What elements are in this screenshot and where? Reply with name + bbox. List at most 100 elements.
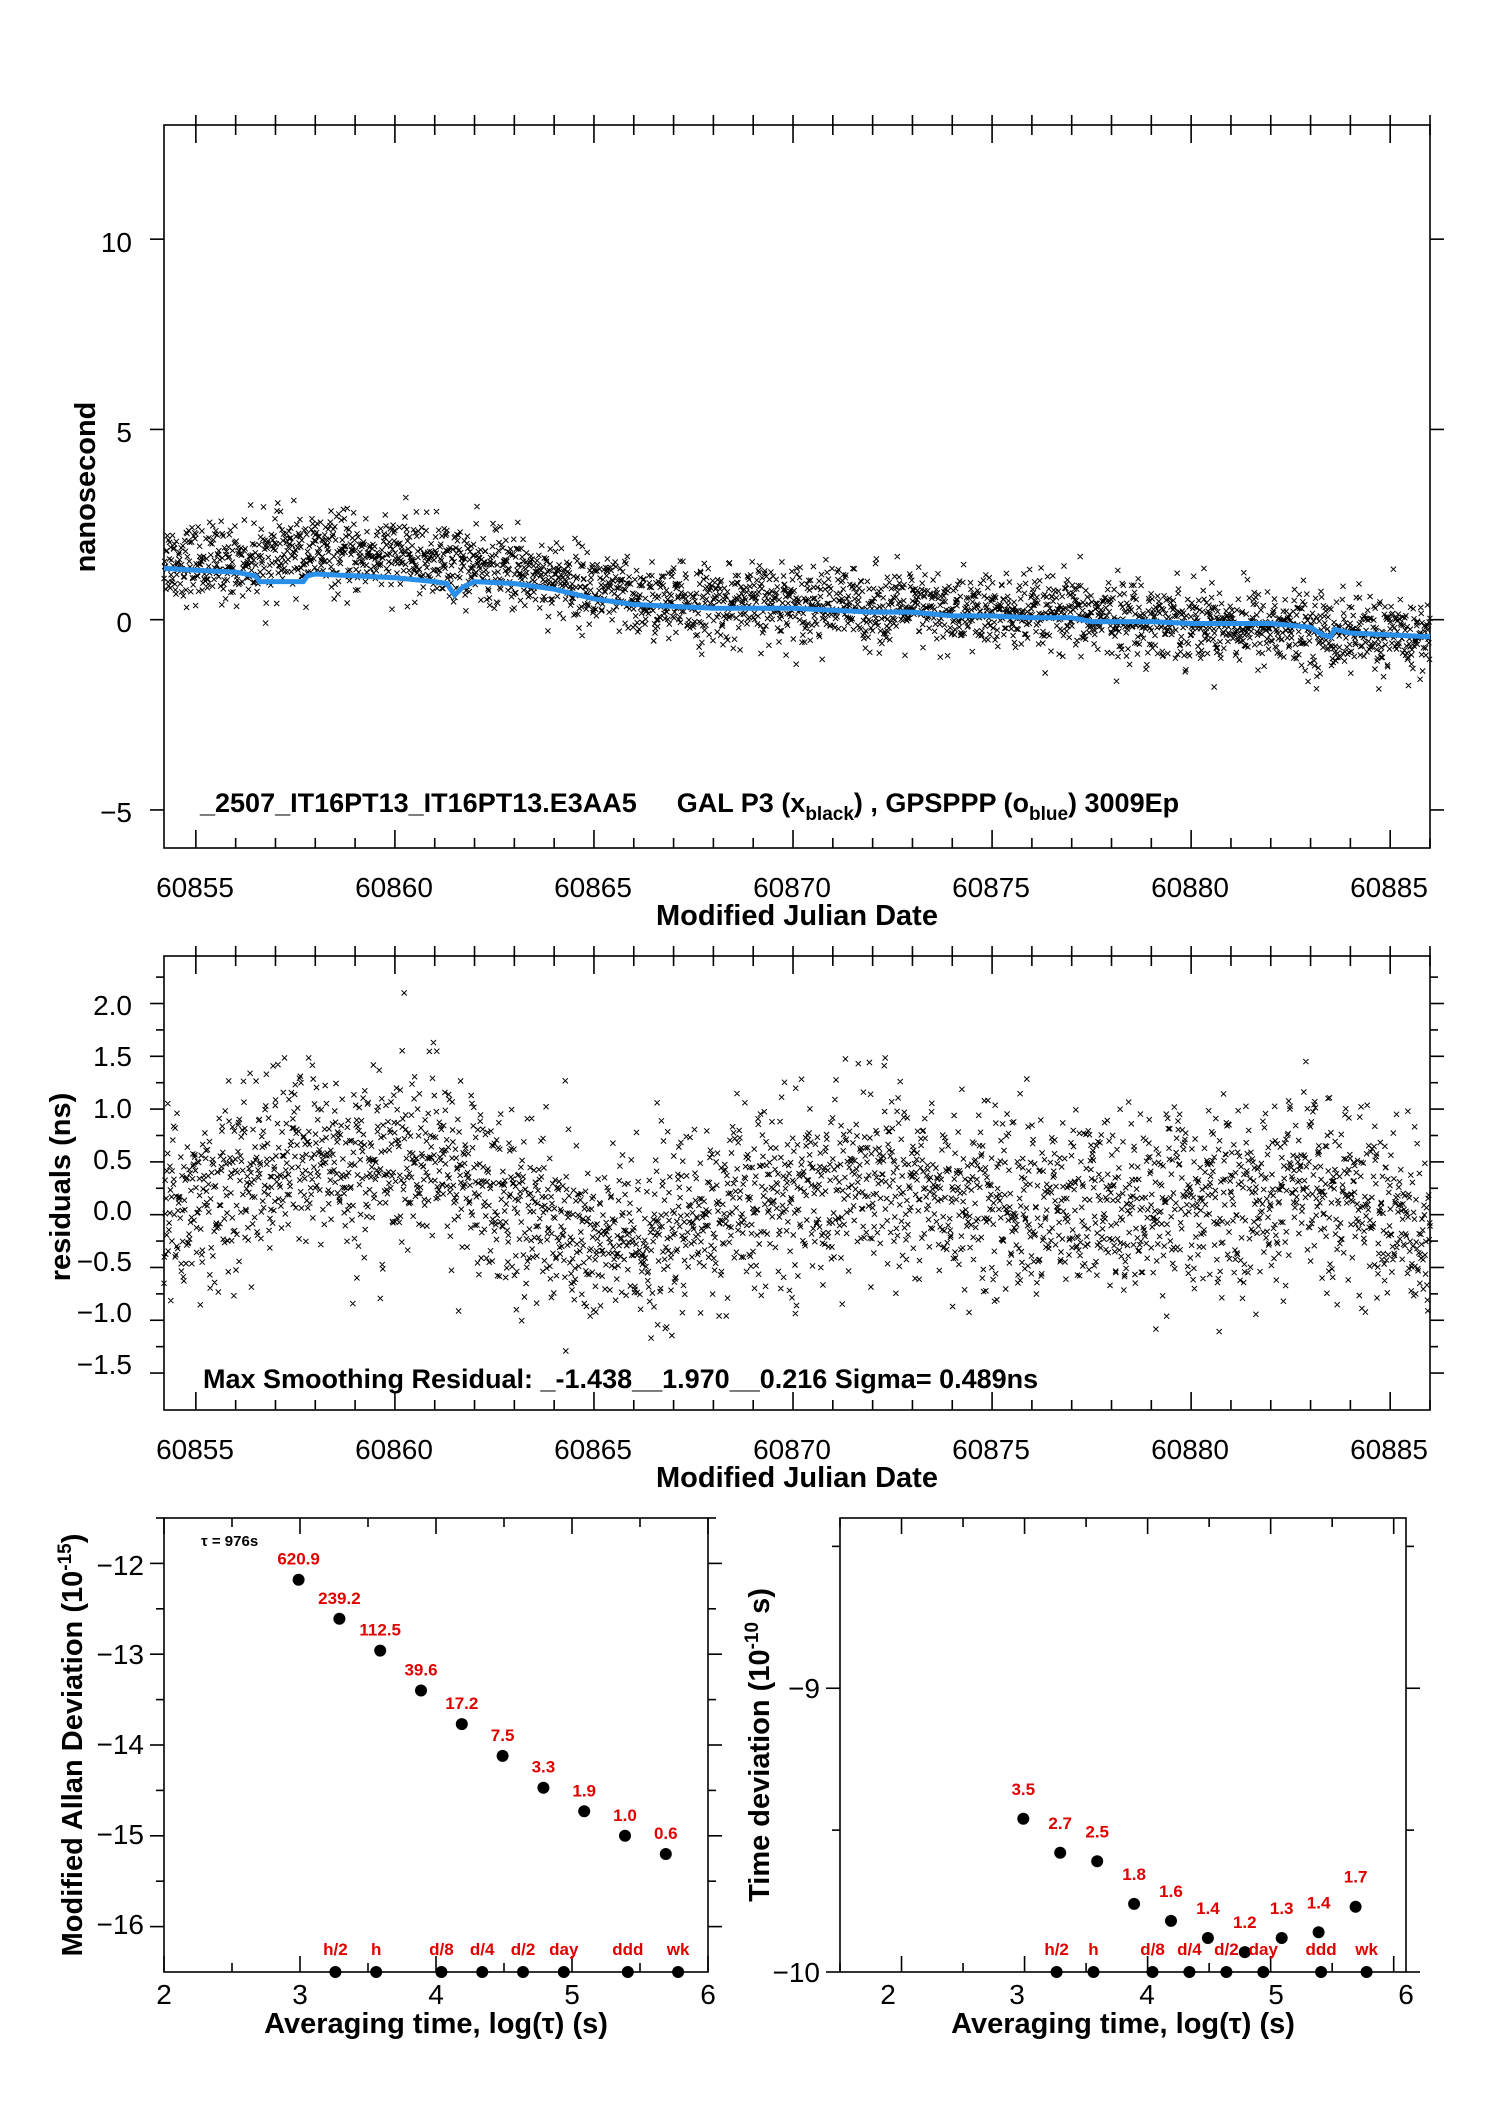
mdev-point-label: 1.0 — [613, 1806, 637, 1825]
residuals-ytick-1.5: 1.5 — [93, 1041, 132, 1072]
tdev-xlabel: Averaging time, log(τ) (s) — [951, 2008, 1295, 2040]
tdev-ylabel-main: Time deviation (10 — [744, 1649, 776, 1902]
phase-annotation-black-sub: black — [805, 804, 854, 825]
residuals-xtick-60880: 60880 — [1151, 1434, 1229, 1465]
tdev-ytick-minus10: −10 — [773, 1957, 821, 1988]
tdev-averaging-marker — [1183, 1966, 1196, 1978]
mdev-point — [619, 1829, 631, 1842]
tdev-ytick-minus9: −9 — [788, 1673, 820, 1704]
residuals-scatter-black — [161, 989, 1433, 1354]
mdev-averaging-marker — [370, 1966, 383, 1978]
tdev-averaging-label: d/2 — [1214, 1940, 1239, 1959]
mdev-xtick-2: 2 — [156, 1979, 172, 2010]
mdev-point-label: 112.5 — [359, 1621, 401, 1640]
tdev-point-label: 3.5 — [1011, 1780, 1035, 1799]
tdev-xtick-6: 6 — [1398, 1979, 1414, 2010]
mdev-point-label: 39.6 — [404, 1661, 437, 1680]
tdev-averaging-marker — [1146, 1966, 1159, 1978]
phase-plot-frame — [163, 124, 1431, 849]
tdev-ylabel-exponent: -10 — [742, 1622, 763, 1649]
tdev-xtick-4: 4 — [1139, 1979, 1155, 2010]
phase-ylabel: nanosecond — [70, 402, 102, 573]
mdev-point — [496, 1749, 509, 1762]
mdev-averaging-label: d/8 — [429, 1940, 454, 1959]
residuals-xlabel: Modified Julian Date — [656, 1462, 938, 1494]
phase-annotation-part1: GAL P3 (x — [677, 788, 806, 818]
tdev-point — [1349, 1900, 1362, 1913]
mdev-point — [415, 1684, 427, 1697]
mdev-averaging-marker — [621, 1966, 634, 1978]
mdev-point-label: 3.3 — [532, 1758, 556, 1777]
mdev-averaging-label: day — [549, 1940, 579, 1959]
phase-ytick-5: 5 — [116, 417, 132, 448]
mdev-ytick-minus14: −14 — [97, 1729, 145, 1760]
tdev-point — [1017, 1812, 1030, 1825]
tdev-point-label: 1.8 — [1122, 1865, 1146, 1884]
mdev-point-label: 620.9 — [277, 1550, 320, 1569]
tdev-points: 3.5 2.7 2.5 1.8 1.6 1.4 1.2 1.3 1.4 1.7 h/2 h d/8 d/4… — [1011, 1780, 1378, 1978]
mdev-point-label: 0.6 — [654, 1824, 678, 1843]
mdev-axis-ticks — [150, 1517, 722, 1972]
tdev-point-label: 1.6 — [1159, 1882, 1183, 1901]
residuals-xtick-60865: 60865 — [554, 1434, 632, 1465]
tdev-point — [1128, 1897, 1141, 1910]
mdev-point-label: 239.2 — [318, 1589, 361, 1608]
tdev-averaging-marker — [1360, 1966, 1373, 1978]
mdev-point-label: 17.2 — [445, 1694, 478, 1713]
mdev-ytick-minus12: −12 — [97, 1550, 145, 1581]
mdev-ytick-minus16: −16 — [97, 1909, 145, 1940]
mdev-xtick-3: 3 — [292, 1979, 308, 2010]
tdev-averaging-marker — [1050, 1966, 1063, 1978]
mdev-averaging-label: h — [371, 1940, 381, 1959]
phase-xtick-60885: 60885 — [1350, 872, 1428, 903]
mdev-averaging-label: ddd — [612, 1940, 643, 1959]
tdev-averaging-label: h/2 — [1044, 1940, 1069, 1959]
residuals-annotation: Max Smoothing Residual: _-1.438__1.970__… — [203, 1364, 1038, 1394]
mdev-point — [537, 1781, 550, 1794]
tdev-ylabel-end: s) — [744, 1588, 776, 1622]
mdev-point-label: 7.5 — [491, 1726, 515, 1745]
tdev-point — [1201, 1932, 1214, 1944]
phase-ytick-minus5: −5 — [100, 797, 132, 828]
mdev-tau-label: τ = 976s — [201, 1533, 258, 1550]
tdev-averaging-label: h — [1088, 1940, 1098, 1959]
mdev-point — [333, 1612, 346, 1625]
tdev-point-label: 1.7 — [1344, 1868, 1368, 1887]
mdev-panel: 620.9 239.2 112.5 39.6 17.2 7.5 3.3 1.9 1.0 0.6 h/… — [55, 1517, 722, 2040]
phase-xtick-60875: 60875 — [952, 872, 1030, 903]
phase-annotation-id: _2507_IT16PT13_IT16PT13.E3AA5 — [199, 788, 637, 818]
mdev-ylabel: Modified Allan Deviation (10-15) — [55, 1534, 89, 1957]
mdev-averaging-marker — [517, 1966, 529, 1978]
mdev-xlabel: Averaging time, log(τ) (s) — [264, 2008, 608, 2040]
phase-panel: 10 5 0 −5 60855 60860 60865 60870 60875 … — [70, 115, 1444, 932]
mdev-points: 620.9 239.2 112.5 39.6 17.2 7.5 3.3 1.9 1.0 0.6 h/… — [277, 1550, 690, 1978]
tdev-point — [1275, 1932, 1288, 1944]
phase-scatter-black — [161, 494, 1433, 692]
residuals-panel: 2.0 1.5 1.0 0.5 0.0 −0.5 −1.0 −1.5 60855… — [45, 946, 1444, 1494]
residuals-plot-frame — [163, 955, 1431, 1411]
mdev-averaging-label: wk — [666, 1940, 690, 1959]
tdev-point — [1165, 1914, 1177, 1927]
residuals-ytick-minus1.5: −1.5 — [77, 1349, 132, 1380]
tdev-point-label: 2.5 — [1085, 1822, 1109, 1841]
tdev-point-label: 1.4 — [1196, 1899, 1220, 1918]
tdev-averaging-marker — [1315, 1966, 1328, 1978]
tdev-point — [1091, 1855, 1104, 1868]
mdev-point — [659, 1848, 672, 1860]
phase-annotation-part2: ) , GPSPPP (o — [854, 788, 1029, 818]
residuals-xtick-60860: 60860 — [355, 1434, 433, 1465]
residuals-ytick-minus0.5: −0.5 — [77, 1246, 132, 1277]
residuals-axis-ticks — [150, 946, 1444, 1410]
mdev-ylabel-end: ) — [57, 1534, 89, 1544]
mdev-xtick-5: 5 — [564, 1979, 580, 2010]
tdev-point — [1238, 1946, 1251, 1959]
mdev-point — [455, 1718, 468, 1731]
phase-annotation-part3: ) 3009Ep — [1068, 788, 1179, 818]
tdev-averaging-label: day — [1249, 1940, 1279, 1959]
residuals-xtick-60885: 60885 — [1350, 1434, 1428, 1465]
mdev-averaging-label: d/2 — [511, 1940, 536, 1959]
residuals-xtick-60855: 60855 — [156, 1434, 234, 1465]
mdev-ylabel-main: Modified Allan Deviation (10 — [57, 1571, 89, 1957]
tdev-averaging-label: ddd — [1306, 1940, 1337, 1959]
